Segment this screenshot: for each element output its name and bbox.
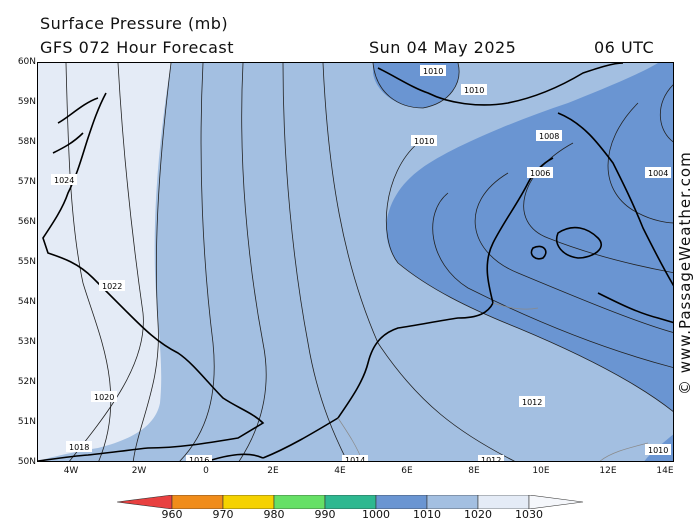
forecast-date: Sun 04 May 2025 — [369, 38, 517, 57]
lon-label: 4W — [63, 466, 79, 476]
coast-sweden — [557, 112, 673, 287]
forecast-subtitle: GFS 072 Hour Forecast — [40, 38, 235, 57]
high-pressure-area — [38, 63, 171, 461]
colorbar-segment — [171, 495, 224, 509]
isobar-1014 — [282, 63, 348, 461]
colorbar-segment — [273, 495, 326, 509]
lat-label: 54N — [17, 297, 36, 307]
coast-continent — [262, 157, 554, 459]
isobar-label: 1012 — [481, 456, 501, 462]
coast-zealand — [556, 226, 602, 259]
coast-norway — [377, 63, 624, 106]
low-pressure-area — [386, 63, 673, 412]
lon-label: 10E — [532, 466, 550, 476]
isobar-1010 — [385, 142, 673, 412]
coast-scottish-isles — [52, 97, 99, 154]
isobar-1020 — [132, 63, 172, 461]
isobar-1022 — [69, 63, 144, 461]
isobar-label: 1010 — [414, 137, 434, 146]
colorbar-segment — [477, 495, 530, 509]
colorbar-segment — [426, 495, 479, 509]
colorbar-label: 980 — [263, 508, 285, 521]
isobar-1000 — [659, 84, 673, 142]
colorbar-segment — [528, 495, 584, 509]
isobar-label: 1008 — [539, 132, 559, 141]
border-de-dk — [492, 302, 539, 310]
lon-label: 2W — [131, 466, 147, 476]
lat-label: 58N — [17, 137, 36, 147]
isobar-1010-north — [372, 63, 460, 109]
lon-label: 6E — [401, 466, 413, 476]
isobar-1018 — [179, 63, 215, 461]
lon-label: 0 — [203, 466, 209, 476]
lat-label: 52N — [17, 377, 36, 387]
coast-great-britain — [38, 92, 265, 461]
isobar-1008 — [432, 192, 673, 368]
lon-label: 14E — [656, 466, 674, 476]
lon-label: 2E — [267, 466, 279, 476]
forecast-time: 06 UTC — [594, 38, 655, 57]
lat-label: 53N — [17, 337, 36, 347]
isobar-label: 1010 — [648, 446, 668, 455]
colorbar-label: 1010 — [413, 508, 441, 521]
colorbar-label: 1020 — [464, 508, 492, 521]
lon-label: 8E — [468, 466, 480, 476]
isobar-1012 — [322, 63, 515, 461]
lon-label: 12E — [599, 466, 617, 476]
lat-label: 59N — [17, 97, 36, 107]
border-de-cz — [599, 442, 649, 461]
isobar-1002 — [607, 102, 673, 224]
lat-label: 60N — [17, 57, 36, 67]
isobar-label: 1022 — [102, 282, 122, 291]
colorbar-label: 970 — [212, 508, 234, 521]
map-title: Surface Pressure (mb) — [40, 14, 229, 33]
pressure-map-canvas: 1010 1010 1010 1008 1006 1004 1024 1022 … — [38, 63, 673, 462]
lat-label: 51N — [17, 417, 36, 427]
colorbar-label: 990 — [314, 508, 336, 521]
isobar-label: 1010 — [423, 67, 443, 76]
lon-label: 4E — [334, 466, 346, 476]
lat-label: 55N — [17, 257, 36, 267]
coast-baltic — [597, 292, 673, 324]
colorbar-segment — [117, 495, 173, 509]
isobar-label: 1004 — [648, 169, 668, 178]
lat-label: 57N — [17, 177, 36, 187]
isobar-label: 1010 — [464, 86, 484, 95]
colorbar-segment — [375, 495, 428, 509]
isobar-label: 1016 — [189, 456, 209, 462]
colorbar-label: 960 — [161, 508, 183, 521]
colorbar-label: 1000 — [362, 508, 390, 521]
isobar-1006 — [474, 172, 673, 333]
colorbar-label: 1030 — [515, 508, 543, 521]
coast-funen — [530, 245, 547, 260]
isobar-label: 1006 — [530, 169, 550, 178]
isobar-1016 — [238, 63, 267, 461]
isobar-label: 1018 — [69, 443, 89, 452]
colorbar-segment — [324, 495, 377, 509]
colorbar-segment — [222, 495, 275, 509]
isobar-label: 1024 — [54, 176, 74, 185]
coast-france — [207, 453, 264, 461]
credit-text: © www.PassageWeather.com — [676, 151, 694, 395]
pressure-colorbar — [117, 495, 584, 509]
isobar-label: 1020 — [94, 393, 114, 402]
lat-label: 56N — [17, 217, 36, 227]
isobar-label: 1012 — [522, 398, 542, 407]
lat-label: 50N — [17, 457, 36, 467]
isobar-label: 1014 — [345, 456, 365, 462]
pressure-map[interactable]: 1010 1010 1010 1008 1006 1004 1024 1022 … — [37, 62, 674, 462]
